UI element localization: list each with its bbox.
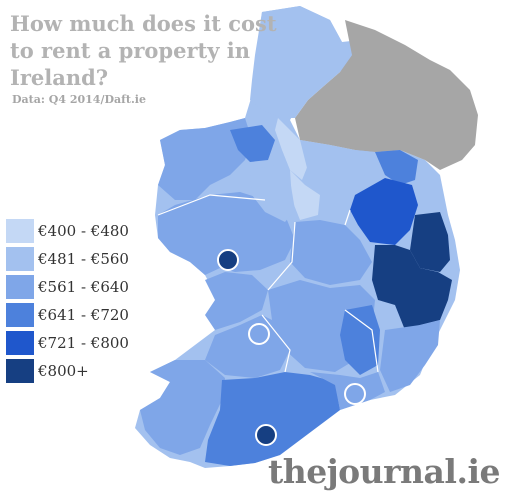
legend-swatch: [6, 359, 34, 383]
region-wexford: [380, 320, 440, 392]
region-kilkenny: [340, 305, 380, 375]
legend-label: €400 - €480: [34, 219, 133, 243]
legend-item: €721 - €800: [6, 330, 156, 356]
city-marker-galway: [217, 249, 239, 271]
region-cavan: [300, 140, 375, 190]
region-leitrim: [275, 118, 310, 180]
region-sligo: [230, 125, 275, 162]
region-kildare: [372, 245, 452, 330]
region-donegal: [250, 6, 352, 118]
county-borders: [157, 194, 379, 373]
region-mayo: [158, 118, 252, 200]
region-roscommon: [250, 165, 295, 222]
legend-item: €561 - €640: [6, 274, 156, 300]
region-northern-ireland: [295, 20, 478, 170]
legend-label: €641 - €720: [34, 303, 133, 327]
legend-item: €641 - €720: [6, 302, 156, 328]
legend-label: €481 - €560: [34, 247, 133, 271]
legend-label: €800+: [34, 359, 93, 383]
region-offaly: [290, 220, 372, 285]
city-marker-limerick: [248, 323, 270, 345]
region-cork: [205, 372, 340, 466]
legend-item: €481 - €560: [6, 246, 156, 272]
legend-swatch: [6, 303, 34, 327]
region-dublin: [410, 212, 450, 272]
region-clare: [205, 272, 268, 330]
map-title: How much does it cost to rent a property…: [10, 11, 277, 90]
legend-item: €400 - €480: [6, 218, 156, 244]
brand-logo: thejournal.ie: [268, 452, 501, 491]
legend-swatch: [6, 219, 34, 243]
legend-swatch: [6, 331, 34, 355]
region-kerry: [140, 360, 225, 455]
region-galway: [158, 192, 295, 275]
region-louth: [375, 150, 418, 185]
legend-swatch: [6, 247, 34, 271]
city-marker-cork: [255, 424, 277, 446]
legend-label: €561 - €640: [34, 275, 133, 299]
legend-swatch: [6, 275, 34, 299]
legend: €400 - €480 €481 - €560 €561 - €640 €641…: [6, 218, 156, 386]
legend-label: €721 - €800: [34, 331, 133, 355]
city-marker-waterford: [344, 383, 366, 405]
legend-item: €800+: [6, 358, 156, 384]
map-subtitle: Data: Q4 2014/Daft.ie: [12, 93, 146, 106]
region-meath: [350, 178, 418, 245]
region-longford: [290, 170, 320, 220]
